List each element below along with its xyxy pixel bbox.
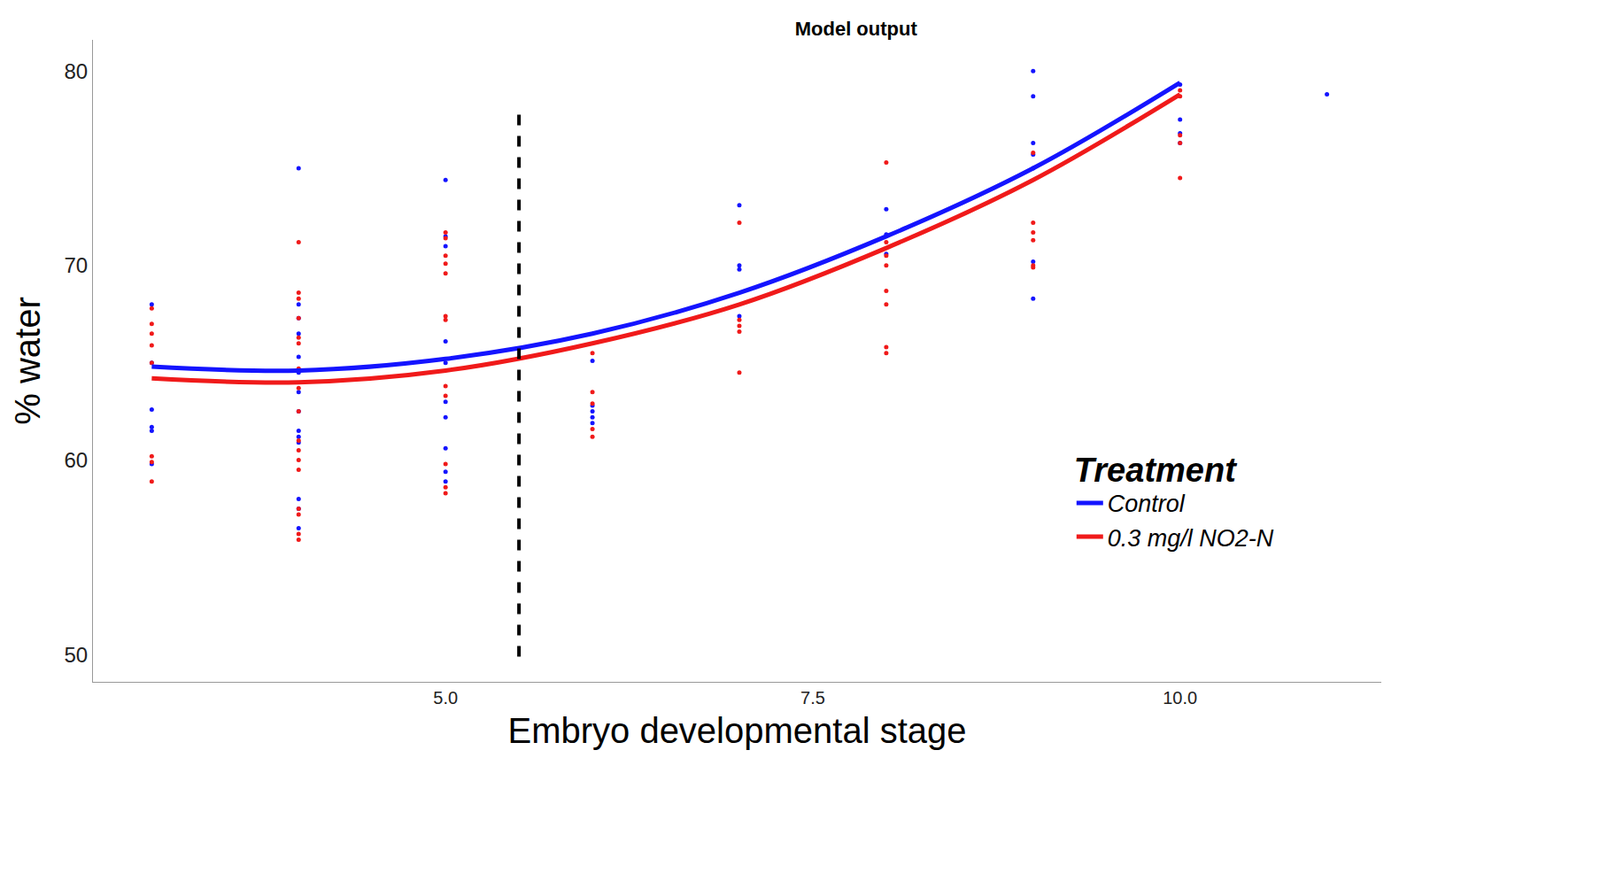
svg-text:80: 80 (63, 59, 88, 84)
svg-text:10.0: 10.0 (1162, 687, 1198, 708)
svg-text:0.3 mg/l NO2-N: 0.3 mg/l NO2-N (1107, 525, 1275, 552)
svg-text:Model output: Model output (795, 17, 919, 40)
svg-text:50: 50 (63, 642, 88, 667)
svg-text:70: 70 (63, 253, 88, 278)
svg-text:5.0: 5.0 (432, 687, 458, 708)
svg-text:Embryo developmental stage: Embryo developmental stage (507, 711, 967, 750)
svg-text:% water: % water (7, 296, 47, 426)
svg-text:7.5: 7.5 (800, 687, 826, 708)
svg-text:Treatment: Treatment (1074, 451, 1237, 489)
svg-text:Control: Control (1107, 490, 1186, 518)
svg-text:60: 60 (63, 448, 88, 472)
